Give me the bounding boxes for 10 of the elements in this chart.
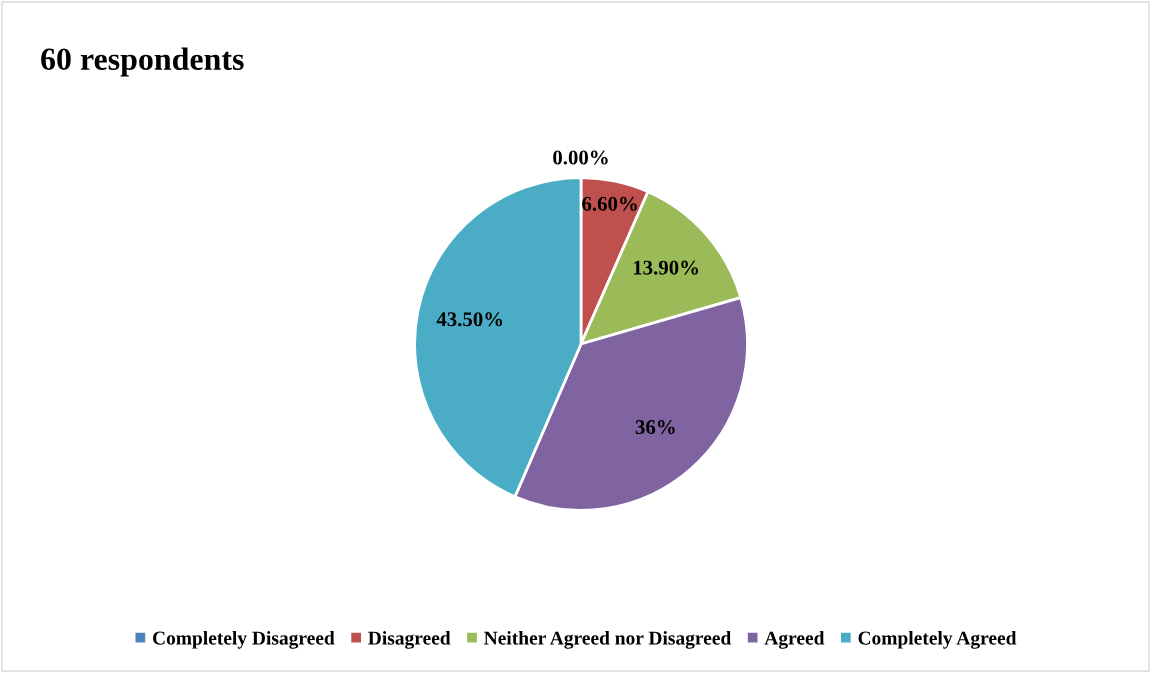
legend-label: Agreed [764, 630, 825, 649]
legend-label: Neither Agreed nor Disagreed [484, 630, 732, 649]
data-label: 36% [635, 420, 675, 435]
legend-label: Completely Agreed [858, 630, 1017, 649]
text: 0.00% [553, 150, 608, 165]
legend-label: Completely Disagreed [152, 630, 335, 649]
legend-label: Disagreed [368, 630, 451, 649]
chart-title: 60 respondents [41, 47, 244, 77]
data-label: 43.50% [436, 312, 503, 327]
data-label: 13.90% [633, 260, 699, 275]
